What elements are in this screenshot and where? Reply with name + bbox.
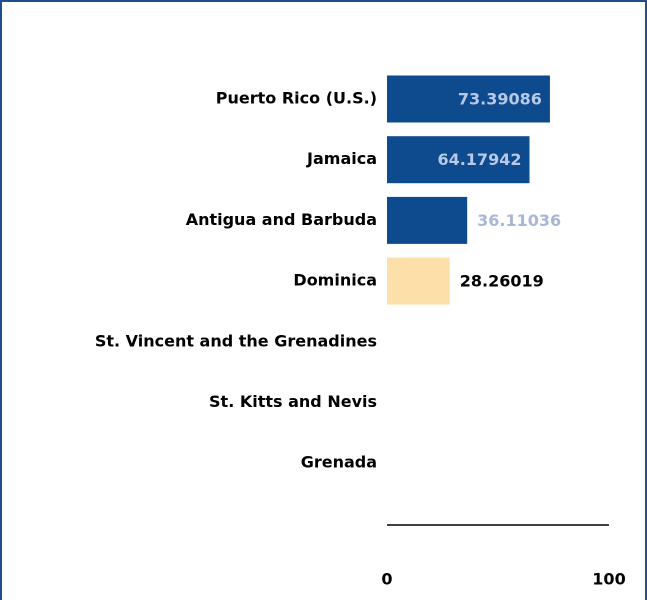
y-tick-label: St. Kitts and Nevis — [209, 392, 377, 411]
bar — [387, 75, 550, 123]
value-label: 28.26019 — [460, 272, 544, 291]
bar — [387, 196, 468, 244]
value-label: 73.39086 — [458, 90, 542, 109]
value-label: 64.17942 — [437, 150, 521, 169]
x-tick-label: 100 — [592, 570, 625, 589]
x-tick-label: 0 — [381, 570, 392, 589]
value-label: 36.11036 — [477, 211, 561, 230]
y-tick-label: Jamaica — [306, 149, 377, 168]
y-tick-label: Dominica — [293, 271, 377, 290]
bar — [387, 136, 530, 184]
bar — [387, 257, 450, 305]
y-tick-label: St. Vincent and the Grenadines — [95, 331, 377, 350]
y-tick-label: Grenada — [301, 453, 377, 472]
y-tick-label: Puerto Rico (U.S.) — [216, 89, 377, 108]
y-tick-label: Antigua and Barbuda — [186, 210, 377, 229]
